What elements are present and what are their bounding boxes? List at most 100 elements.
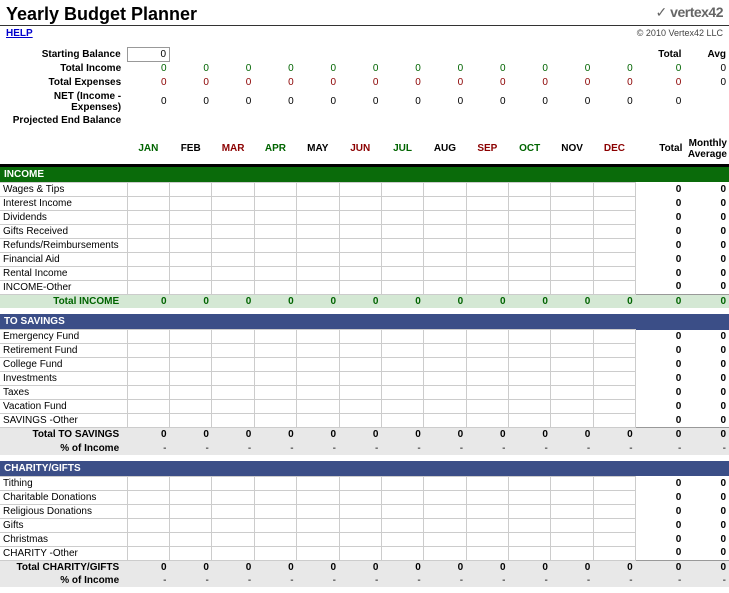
cell[interactable]: [551, 358, 593, 372]
cell[interactable]: [509, 476, 551, 490]
cell[interactable]: [170, 358, 212, 372]
cell[interactable]: [381, 414, 423, 428]
cell[interactable]: [254, 252, 296, 266]
cell[interactable]: [509, 280, 551, 294]
cell[interactable]: [466, 546, 508, 560]
cell[interactable]: [551, 372, 593, 386]
cell[interactable]: [339, 266, 381, 280]
cell[interactable]: [212, 532, 254, 546]
cell[interactable]: [381, 358, 423, 372]
cell[interactable]: [170, 224, 212, 238]
cell[interactable]: [551, 504, 593, 518]
cell[interactable]: [212, 372, 254, 386]
cell[interactable]: [593, 252, 635, 266]
cell[interactable]: [466, 280, 508, 294]
cell[interactable]: [593, 182, 635, 196]
cell[interactable]: [381, 330, 423, 344]
cell[interactable]: [170, 476, 212, 490]
cell[interactable]: [170, 238, 212, 252]
cell[interactable]: [593, 280, 635, 294]
cell[interactable]: [466, 372, 508, 386]
cell[interactable]: [127, 210, 169, 224]
cell[interactable]: [424, 490, 466, 504]
cell[interactable]: [170, 532, 212, 546]
cell[interactable]: [381, 504, 423, 518]
cell[interactable]: [551, 476, 593, 490]
cell[interactable]: [170, 280, 212, 294]
cell[interactable]: [339, 546, 381, 560]
cell[interactable]: [381, 546, 423, 560]
cell[interactable]: [339, 196, 381, 210]
cell[interactable]: [466, 266, 508, 280]
cell[interactable]: [170, 196, 212, 210]
cell[interactable]: [254, 238, 296, 252]
cell[interactable]: [254, 504, 296, 518]
cell[interactable]: [466, 330, 508, 344]
cell[interactable]: [551, 532, 593, 546]
cell[interactable]: [466, 532, 508, 546]
cell[interactable]: [127, 546, 169, 560]
cell[interactable]: [593, 210, 635, 224]
cell[interactable]: [297, 546, 339, 560]
cell[interactable]: [170, 518, 212, 532]
cell[interactable]: [466, 196, 508, 210]
cell[interactable]: [127, 182, 169, 196]
cell[interactable]: [127, 280, 169, 294]
cell[interactable]: [509, 414, 551, 428]
cell[interactable]: [127, 504, 169, 518]
cell[interactable]: [254, 280, 296, 294]
cell[interactable]: [170, 372, 212, 386]
cell[interactable]: [339, 224, 381, 238]
cell[interactable]: [466, 518, 508, 532]
cell[interactable]: [127, 330, 169, 344]
cell[interactable]: [254, 372, 296, 386]
cell[interactable]: [212, 238, 254, 252]
cell[interactable]: [212, 358, 254, 372]
cell[interactable]: [509, 196, 551, 210]
cell[interactable]: [424, 504, 466, 518]
cell[interactable]: [593, 330, 635, 344]
cell[interactable]: [466, 504, 508, 518]
cell[interactable]: [424, 400, 466, 414]
cell[interactable]: [424, 344, 466, 358]
cell[interactable]: [127, 476, 169, 490]
cell[interactable]: [254, 266, 296, 280]
cell[interactable]: [212, 386, 254, 400]
cell[interactable]: [381, 400, 423, 414]
cell[interactable]: [339, 330, 381, 344]
cell[interactable]: [551, 224, 593, 238]
cell[interactable]: [339, 532, 381, 546]
cell[interactable]: [297, 400, 339, 414]
cell[interactable]: [509, 224, 551, 238]
cell[interactable]: [509, 372, 551, 386]
cell[interactable]: [593, 504, 635, 518]
cell[interactable]: [212, 252, 254, 266]
cell[interactable]: [254, 330, 296, 344]
cell[interactable]: [466, 400, 508, 414]
cell[interactable]: [381, 476, 423, 490]
cell[interactable]: [381, 372, 423, 386]
cell[interactable]: [551, 210, 593, 224]
cell[interactable]: [127, 266, 169, 280]
cell[interactable]: [424, 532, 466, 546]
cell[interactable]: [170, 400, 212, 414]
cell[interactable]: [593, 414, 635, 428]
cell[interactable]: [466, 238, 508, 252]
cell[interactable]: [212, 330, 254, 344]
cell[interactable]: [381, 518, 423, 532]
cell[interactable]: [339, 252, 381, 266]
cell[interactable]: [381, 532, 423, 546]
cell[interactable]: [466, 344, 508, 358]
cell[interactable]: [593, 532, 635, 546]
cell[interactable]: [509, 386, 551, 400]
cell[interactable]: [127, 238, 169, 252]
cell[interactable]: [212, 476, 254, 490]
cell[interactable]: [339, 386, 381, 400]
starting-balance-input[interactable]: 0: [127, 48, 169, 62]
cell[interactable]: [297, 330, 339, 344]
cell[interactable]: [127, 386, 169, 400]
cell[interactable]: [297, 344, 339, 358]
cell[interactable]: [212, 344, 254, 358]
cell[interactable]: [297, 196, 339, 210]
cell[interactable]: [212, 400, 254, 414]
